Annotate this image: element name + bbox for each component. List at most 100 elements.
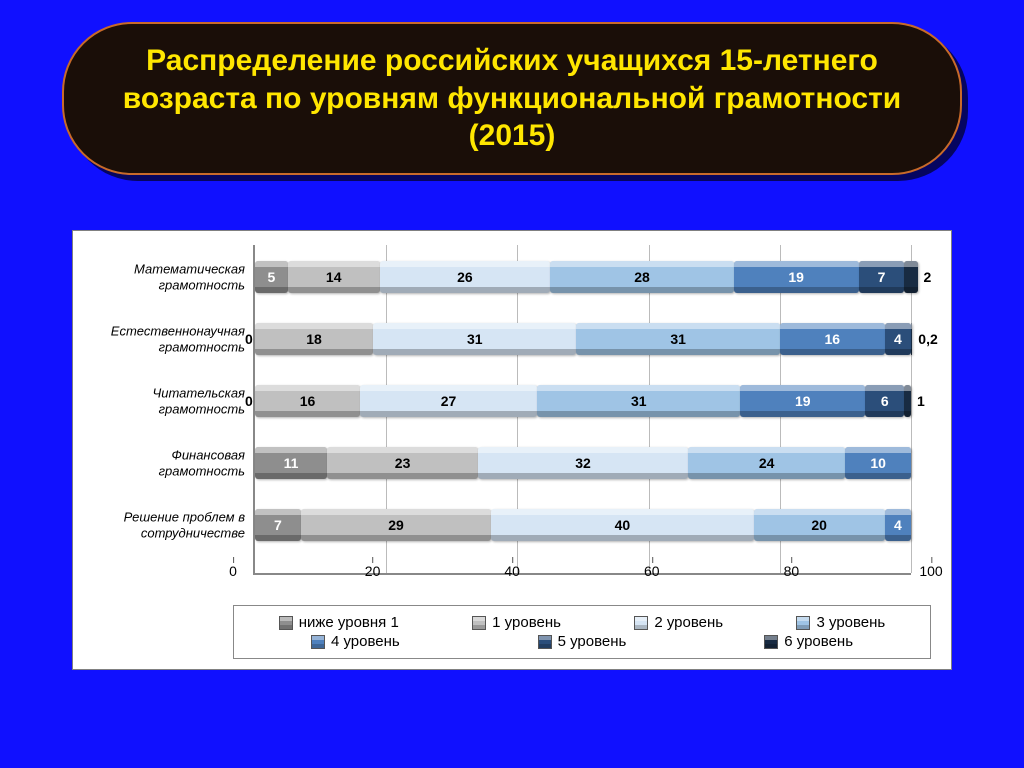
bar-segment: 16 [255, 385, 360, 417]
bar-value: 10 [870, 455, 886, 471]
bar-segment: 18 [255, 323, 373, 355]
bar-segment: 31 [373, 323, 576, 355]
bar-segment: 10 [845, 447, 911, 479]
chart-row: Решение проблем в сотрудничестве72940204 [255, 505, 911, 545]
legend-label: ниже уровня 1 [299, 614, 399, 631]
bar-value: 14 [326, 269, 342, 285]
bar-segment: 26 [380, 261, 551, 293]
legend-row: ниже уровня 1 1 уровень 2 уровень 3 уровень [242, 614, 922, 631]
bar-value: 11 [284, 455, 299, 471]
bar-segment: 23 [327, 447, 478, 479]
chart-row: Читательская грамотность16273119601 [255, 381, 911, 421]
bar-segment: 16 [780, 323, 885, 355]
outside-value: 2 [924, 269, 932, 285]
bar-segment: 19 [734, 261, 859, 293]
bar-value: 27 [441, 393, 457, 409]
legend-item: 3 уровень [796, 614, 885, 631]
bar-segment: 32 [478, 447, 688, 479]
bar-value: 23 [395, 455, 411, 471]
legend-item: 4 уровень [311, 633, 400, 650]
legend-label: 5 уровень [558, 633, 627, 650]
row-label: Естественнонаучная грамотность [100, 323, 255, 354]
bar-value: 20 [811, 517, 827, 533]
bar-segment: 4 [885, 323, 911, 355]
row-label: Читательская грамотность [100, 385, 255, 416]
bar-segment: 6 [865, 385, 904, 417]
gridline [911, 245, 912, 573]
bar-value: 4 [894, 331, 902, 347]
row-label: Решение проблем в сотрудничестве [100, 509, 255, 540]
outside-value: 1 [917, 393, 925, 409]
bar-segment: 14 [288, 261, 380, 293]
bar-segment: 40 [491, 509, 753, 541]
bar-value: 6 [881, 393, 889, 409]
bar-value: 31 [670, 331, 686, 347]
bar-value: 31 [631, 393, 647, 409]
bar-segment: 29 [301, 509, 491, 541]
bar-value: 5 [268, 269, 276, 285]
outside-value: 0,2 [918, 331, 937, 347]
legend-item: 5 уровень [538, 633, 627, 650]
legend-swatch [311, 635, 325, 649]
legend-item: 2 уровень [634, 614, 723, 631]
leading-zero: 0 [245, 331, 253, 347]
x-tick-label: 40 [504, 563, 520, 579]
title-container: Распределение российских учащихся 15-лет… [62, 22, 962, 175]
legend-swatch [538, 635, 552, 649]
legend-item: ниже уровня 1 [279, 614, 399, 631]
legend-item: 1 уровень [472, 614, 561, 631]
bar-value: 31 [467, 331, 483, 347]
row-label: Математическая грамотность [100, 261, 255, 292]
bar-value: 7 [274, 517, 282, 533]
bar-value: 16 [824, 331, 840, 347]
chart-panel: Математическая грамотность51426281972Ест… [72, 230, 952, 670]
x-tick-label: 20 [365, 563, 381, 579]
chart-row: Естественнонаучная грамотность1831311640… [255, 319, 911, 359]
legend-swatch [764, 635, 778, 649]
bar-value: 28 [634, 269, 650, 285]
legend-swatch [634, 616, 648, 630]
legend-swatch [279, 616, 293, 630]
legend-label: 1 уровень [492, 614, 561, 631]
legend-item: 6 уровень [764, 633, 853, 650]
legend: ниже уровня 1 1 уровень 2 уровень 3 уровень… [233, 605, 931, 659]
bar-segment: 20 [754, 509, 885, 541]
bar-segment [904, 261, 917, 293]
bar-segment [911, 323, 912, 355]
bar-segment: 19 [740, 385, 865, 417]
bar-segment: 7 [859, 261, 905, 293]
x-tick-label: 0 [229, 563, 237, 579]
bar-segment: 4 [885, 509, 911, 541]
bar-value: 19 [795, 393, 811, 409]
bar-value: 19 [788, 269, 804, 285]
bar-value: 4 [894, 517, 902, 533]
bar-segment [904, 385, 911, 417]
legend-swatch [796, 616, 810, 630]
leading-zero: 0 [245, 393, 253, 409]
bar-segment: 11 [255, 447, 327, 479]
bar-value: 24 [759, 455, 775, 471]
bar-value: 18 [306, 331, 322, 347]
x-tick-label: 100 [919, 563, 942, 579]
bar-value: 7 [878, 269, 886, 285]
bar-value: 40 [615, 517, 631, 533]
legend-swatch [472, 616, 486, 630]
bar-value: 26 [457, 269, 473, 285]
bar-segment: 7 [255, 509, 301, 541]
chart-row: Финансовая грамотность1123322410 [255, 443, 911, 483]
bar-segment: 31 [537, 385, 740, 417]
bar-value: 16 [300, 393, 316, 409]
legend-label: 3 уровень [816, 614, 885, 631]
x-tick-label: 60 [644, 563, 660, 579]
plot-area: Математическая грамотность51426281972Ест… [253, 245, 911, 575]
bar-segment: 5 [255, 261, 288, 293]
row-label: Финансовая грамотность [100, 447, 255, 478]
legend-label: 2 уровень [654, 614, 723, 631]
bar-segment: 28 [550, 261, 734, 293]
slide-title: Распределение российских учащихся 15-лет… [62, 22, 962, 175]
bar-value: 32 [575, 455, 591, 471]
legend-label: 6 уровень [784, 633, 853, 650]
bar-segment: 31 [576, 323, 779, 355]
x-tick-label: 80 [784, 563, 800, 579]
legend-row: 4 уровень 5 уровень 6 уровень [242, 633, 922, 650]
